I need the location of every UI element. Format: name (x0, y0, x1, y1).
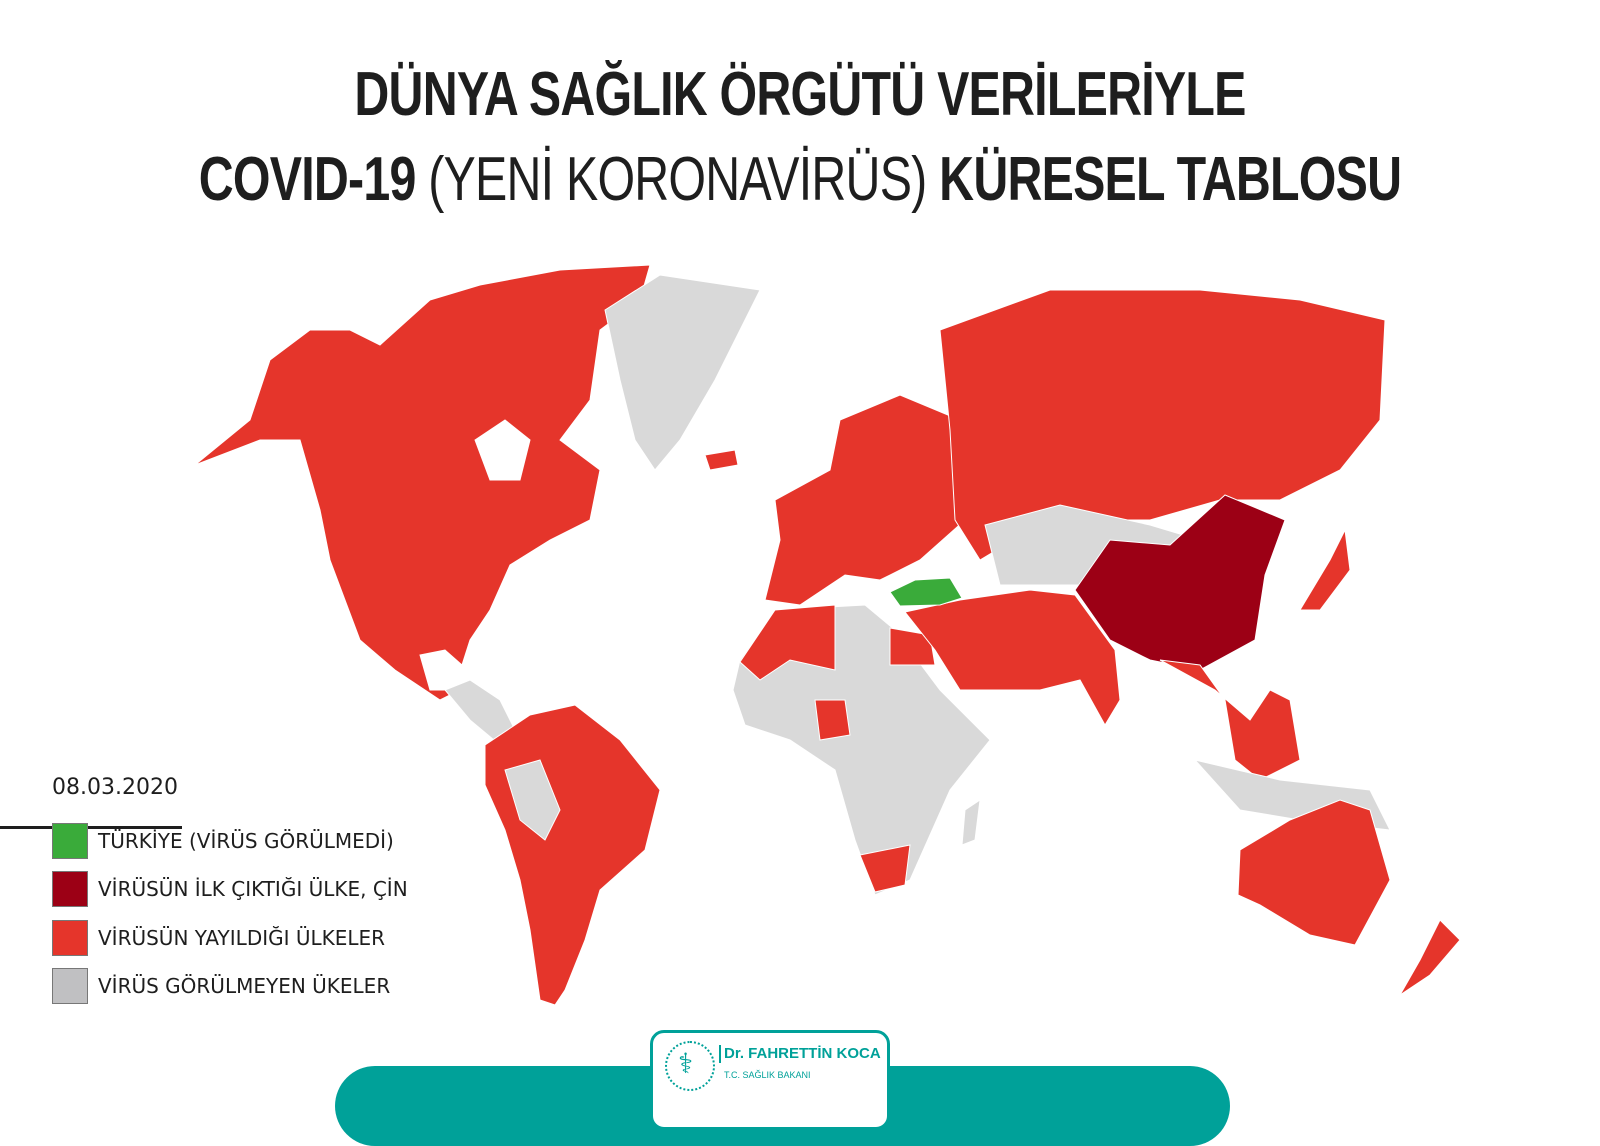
south-america-unaffected (504, 759, 561, 841)
date-divider (0, 826, 182, 829)
ministry-seal-icon (665, 1041, 715, 1091)
china (1074, 494, 1286, 671)
legend-label: VİRÜS GÖRÜLMEYEN ÜKELER (98, 974, 391, 998)
hudson-bay (474, 419, 531, 481)
middle-east-south-asia (904, 589, 1121, 726)
title-line-1: DÜNYA SAĞLIK ÖRGÜTÜ VERİLERİYLE (354, 60, 1246, 130)
minister-role: T.C. SAĞLIK BAKANI (724, 1070, 811, 1080)
signature-card: Dr. FAHRETTİN KOCA T.C. SAĞLIK BAKANI (650, 1030, 890, 1130)
date-label: 08.03.2020 (52, 775, 178, 800)
greenland (604, 274, 761, 471)
turkey (889, 577, 963, 607)
legend-swatch (52, 871, 88, 907)
nigeria (814, 699, 851, 741)
legend-swatch (52, 968, 88, 1004)
japan (1299, 528, 1351, 611)
russia (939, 289, 1386, 561)
title-line-1-text: DÜNYA SAĞLIK ÖRGÜTÜ VERİLERİYLE (354, 60, 1246, 129)
title-global: KÜRESEL TABLOSU (939, 145, 1402, 214)
title-line-2: COVID-19 (YENİ KORONAVİRÜS) KÜRESEL TABL… (198, 145, 1402, 215)
legend-item-china: VİRÜSÜN İLK ÇIKTIĞI ÜLKE, ÇİN (52, 871, 408, 907)
title-covid: COVID-19 (198, 145, 417, 214)
legend-label: TÜRKİYE (VİRÜS GÖRÜLMEDİ) (98, 829, 394, 853)
madagascar (961, 798, 981, 846)
africa (732, 604, 991, 896)
north-africa (739, 604, 836, 681)
legend-item-turkey: TÜRKİYE (VİRÜS GÖRÜLMEDİ) (52, 823, 394, 859)
europe (764, 394, 966, 606)
legend-swatch (52, 823, 88, 859)
australia (1237, 799, 1391, 946)
north-america (194, 264, 651, 701)
southeast-asia (1159, 659, 1301, 781)
title-subtitle: (YENİ KORONAVİRÜS) (428, 145, 927, 214)
south-america (484, 704, 661, 1006)
legend-item-none: VİRÜS GÖRÜLMEYEN ÜKELER (52, 968, 390, 1004)
minister-name: Dr. FAHRETTİN KOCA (719, 1045, 881, 1063)
south-africa (859, 844, 911, 893)
egypt (889, 627, 936, 666)
legend-label: VİRÜSÜN YAYILDIĞI ÜLKELER (98, 926, 386, 950)
legend-label: VİRÜSÜN İLK ÇIKTIĞI ÜLKE, ÇİN (98, 877, 408, 901)
legend-item-spread: VİRÜSÜN YAYILDIĞI ÜLKELER (52, 920, 385, 956)
world-map (194, 264, 1461, 1006)
iceland (704, 449, 739, 471)
new-zealand (1399, 919, 1461, 996)
legend-swatch (52, 920, 88, 956)
